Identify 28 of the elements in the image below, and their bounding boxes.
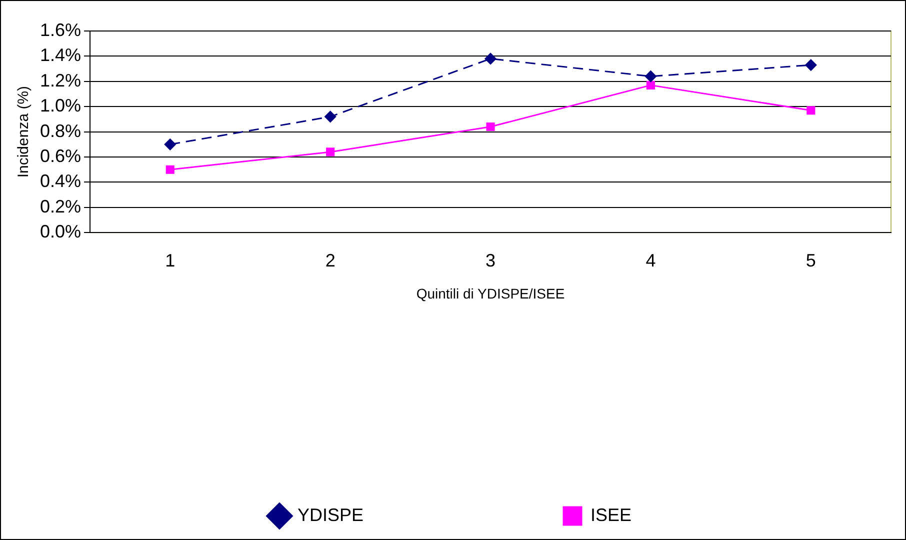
x-tick-label: 2 bbox=[325, 250, 336, 270]
y-tick-label: 0.2% bbox=[40, 196, 82, 216]
point bbox=[166, 165, 174, 174]
point bbox=[486, 122, 495, 132]
point bbox=[484, 52, 496, 64]
y-tick-label: 1.6% bbox=[40, 20, 82, 40]
point bbox=[164, 138, 176, 150]
point bbox=[805, 59, 817, 71]
point bbox=[806, 106, 816, 115]
y-tick-label: 0.6% bbox=[40, 146, 82, 166]
x-tick-label: 5 bbox=[806, 250, 816, 270]
y-axis-title: Incidenza (%) bbox=[15, 86, 32, 178]
point bbox=[646, 80, 655, 90]
y-tick-label: 0.4% bbox=[40, 171, 82, 192]
x-tick-label: 1 bbox=[165, 250, 176, 270]
legend-label: ISEE bbox=[590, 504, 632, 525]
legend-label: YDISPE bbox=[297, 504, 364, 525]
y-tick-label: 0.0% bbox=[40, 222, 82, 242]
point bbox=[324, 110, 336, 122]
y-tick-label: 1.2% bbox=[40, 70, 82, 90]
x-tick-label: 3 bbox=[486, 250, 496, 270]
point bbox=[644, 70, 656, 82]
point bbox=[326, 148, 335, 156]
x-axis-title: Quintili di YDISPE/ISEE bbox=[416, 285, 565, 302]
y-tick-label: 0.8% bbox=[40, 120, 82, 141]
y-tick-label: 1.4% bbox=[40, 45, 82, 66]
x-tick-label: 4 bbox=[646, 250, 656, 270]
y-tick-label: 1.0% bbox=[40, 96, 82, 116]
